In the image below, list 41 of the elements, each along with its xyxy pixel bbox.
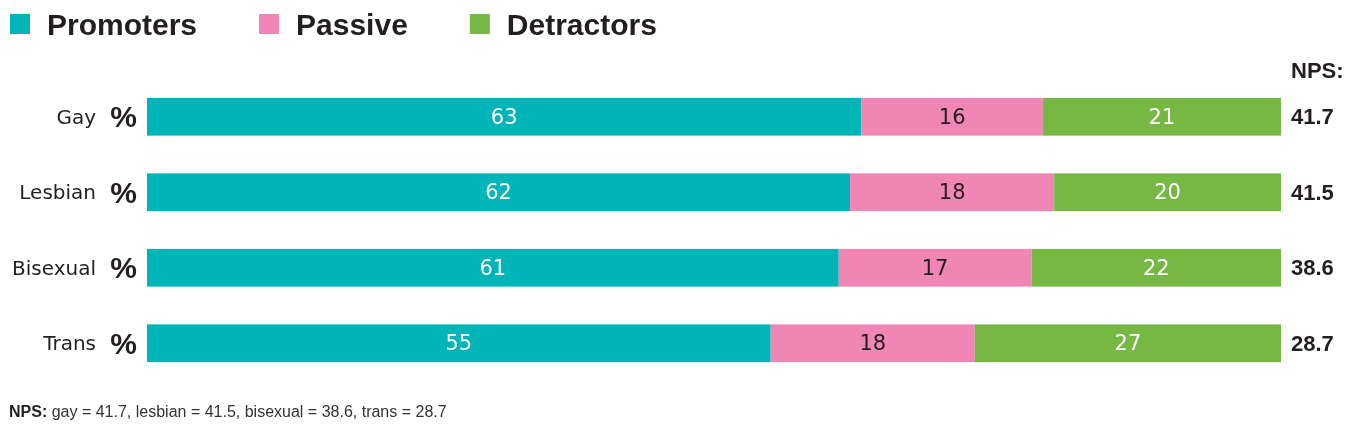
bar xyxy=(850,173,1055,212)
data-label: 21 xyxy=(1148,104,1176,129)
text: % xyxy=(110,326,137,360)
data-label: 18 xyxy=(859,331,887,356)
data-label: 55 xyxy=(445,331,473,356)
bar xyxy=(147,324,771,363)
data-label: 27 xyxy=(1114,331,1142,356)
bar xyxy=(861,97,1043,136)
bar xyxy=(147,97,862,136)
data-label: 17 xyxy=(921,255,949,280)
legend-label: Promoters xyxy=(47,8,198,41)
text: 41.7 xyxy=(1291,104,1334,130)
text: % xyxy=(110,100,137,134)
legend-label: Detractors xyxy=(506,8,657,41)
text: % xyxy=(110,175,137,209)
data-label: 61 xyxy=(479,255,507,280)
bar xyxy=(838,248,1032,287)
text: NPS: gay = 41.7, lesbian = 41.5, bisexual = 38.6, trans = 28.7 xyxy=(9,403,447,420)
text: 28.7 xyxy=(1291,330,1334,356)
legend-label: Passive xyxy=(296,8,408,41)
bar xyxy=(147,248,839,287)
y-tick-label: Lesbian xyxy=(19,180,96,205)
bar xyxy=(770,324,975,363)
text: 41.5 xyxy=(1291,179,1334,205)
y-tick-label: Bisexual xyxy=(12,255,96,280)
bar xyxy=(1042,97,1281,136)
bar xyxy=(147,173,851,212)
y-tick-label: Gay xyxy=(56,104,97,129)
data-label: 16 xyxy=(938,104,966,129)
data-label: 63 xyxy=(490,104,518,129)
data-label: 62 xyxy=(485,180,512,205)
data-label: 18 xyxy=(938,180,966,205)
bar xyxy=(1031,248,1281,287)
text: 38.6 xyxy=(1291,255,1334,281)
text: NPS: xyxy=(1291,58,1344,83)
bar xyxy=(974,324,1281,363)
bar xyxy=(1054,173,1281,212)
text: % xyxy=(110,251,137,285)
y-tick-label: Trans xyxy=(42,331,96,356)
data-label: 20 xyxy=(1154,180,1181,205)
data-label: 22 xyxy=(1142,255,1170,280)
